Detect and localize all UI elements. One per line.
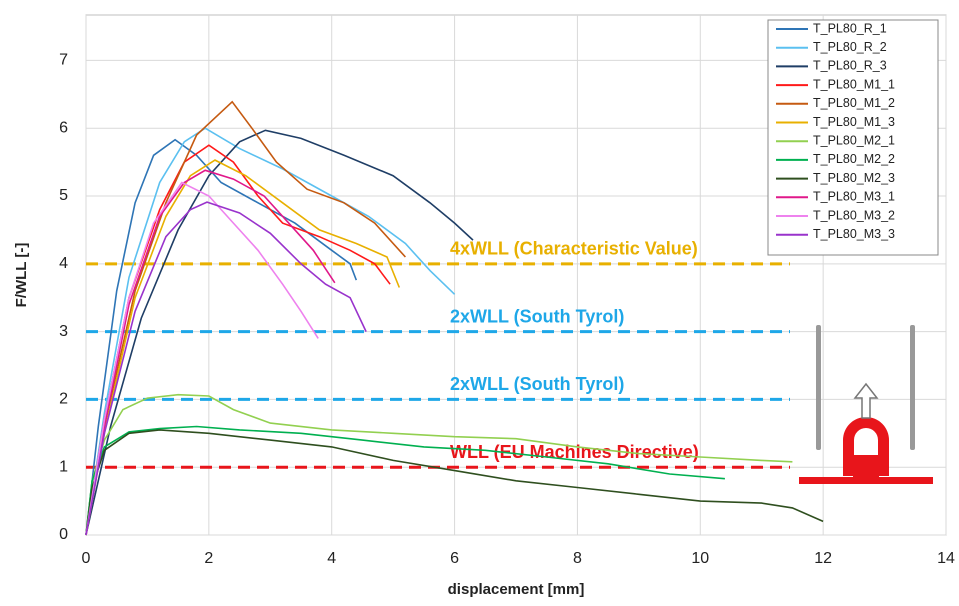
legend-label: T_PL80_M1_3 [813,115,895,129]
legend-label: T_PL80_R_3 [813,59,887,73]
x-tick-label: 0 [82,550,91,567]
y-tick-label: 1 [59,458,68,475]
series-line [85,129,474,536]
legend-label: T_PL80_R_1 [813,21,887,35]
series-line [85,159,401,536]
series-line [85,169,336,536]
legend-label: T_PL80_M2_3 [813,171,895,185]
legend-label: T_PL80_M1_1 [813,77,895,91]
x-tick-label: 2 [204,550,213,567]
series-line [85,201,367,536]
x-tick-label: 10 [691,550,709,567]
legend-label: T_PL80_M2_2 [813,152,895,166]
reference-label: WLL (EU Machines Directive) [450,442,699,462]
series-line [85,429,824,536]
series-line [85,425,725,536]
legend-label: T_PL80_M3_3 [813,227,895,241]
series-line [85,138,358,536]
legend-label: T_PL80_R_2 [813,40,887,54]
series-line [85,181,319,536]
x-tick-label: 14 [937,550,955,567]
y-tick-label: 0 [59,526,68,543]
legend-label: T_PL80_M3_1 [813,190,895,204]
reference-label: 2xWLL (South Tyrol) [450,306,624,326]
y-tick-label: 2 [59,391,68,408]
y-tick-label: 6 [59,119,68,136]
reference-label: 4xWLL (Characteristic Value) [450,239,698,259]
y-axis-title: F/WLL [-] [13,243,30,308]
legend-label: T_PL80_M3_2 [813,208,895,222]
y-tick-label: 3 [59,323,68,340]
lifting-point-icon [799,325,933,484]
legend-label: T_PL80_M1_2 [813,96,895,110]
series-line [85,393,793,536]
y-tick-label: 7 [59,52,68,69]
x-tick-label: 4 [327,550,336,567]
reference-label: 2xWLL (South Tyrol) [450,374,624,394]
x-axis-title: displacement [mm] [448,581,585,598]
series-line [85,127,456,536]
legend-label: T_PL80_M2_1 [813,133,895,147]
x-tick-label: 8 [573,550,582,567]
x-tick-label: 12 [814,550,832,567]
y-tick-label: 5 [59,187,68,204]
series-line [85,100,406,536]
y-tick-label: 4 [59,255,68,272]
x-tick-label: 6 [450,550,459,567]
